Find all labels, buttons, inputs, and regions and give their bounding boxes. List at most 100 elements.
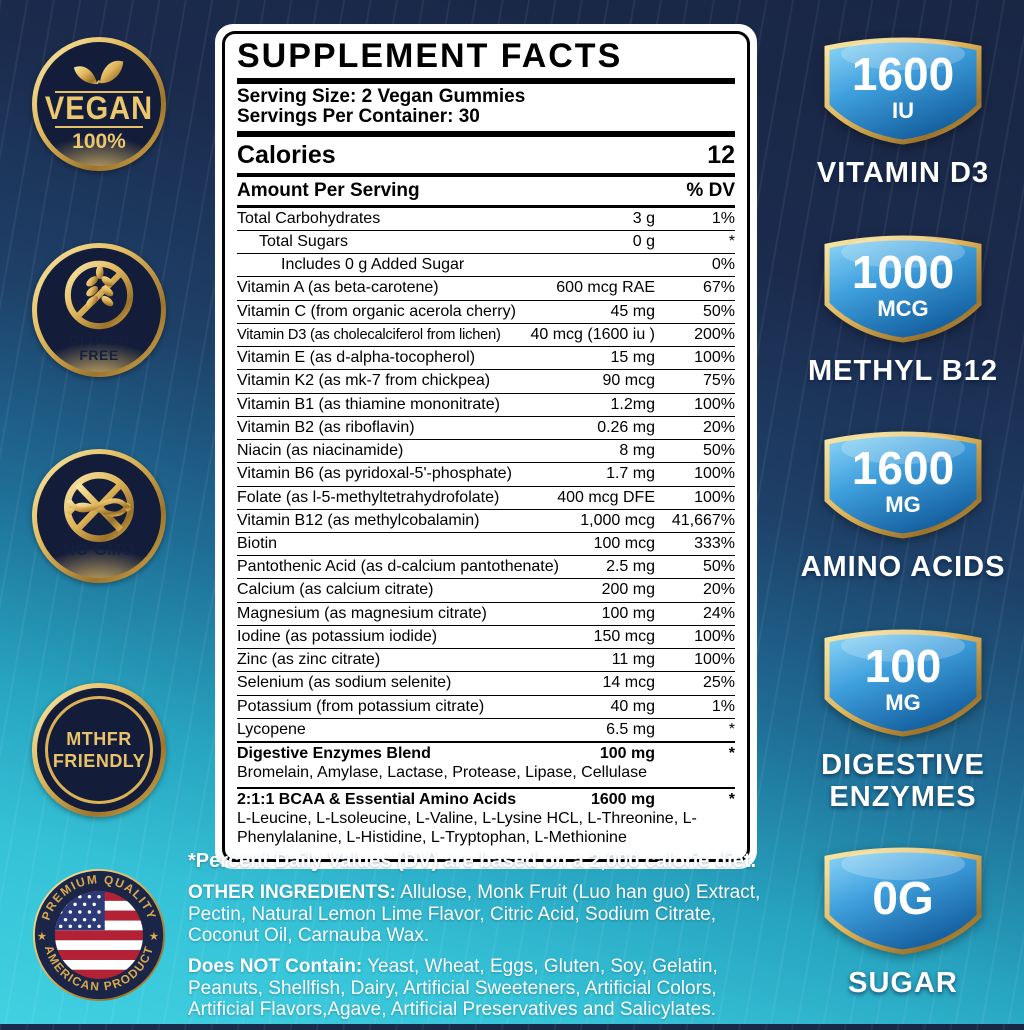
nutrient-name: Selenium (as sodium selenite) [237,674,452,692]
table-row: Selenium (as sodium selenite) 14 mcg 25% [237,672,735,696]
nutrient-amount: 8 mg [619,442,655,460]
table-row: Vitamin K2 (as mk-7 from chickpea) 90 mcg… [237,370,735,394]
nutrient-dv: 100% [694,627,735,645]
nutrient-name: 2:1:1 BCAA & Essential Amino Acids [237,790,517,808]
nutrient-amount: 150 mcg [593,627,655,645]
mthfr-badge-inner: MTHFR FRIENDLY [37,688,161,812]
badge-unit: IU [892,98,914,123]
table-row: Digestive Enzymes Blend 100 mg * Bromelain,… [237,742,735,788]
star-icon: ★ [149,931,159,943]
nutrient-dv: 25% [702,674,735,692]
nutrient-dv: 50% [702,558,735,576]
nutrient-name: Vitamin E (as d-alpha-tocopherol) [237,349,476,367]
shield-icon: 0G [817,838,989,960]
table-row: Magnesium (as magnesium citrate) 100 mg 24… [237,603,735,626]
us-flag-icon: PREMIUM QUALITY AMERICAN PRODUCT ★ ★ [32,868,166,1002]
no-gmo-label: NO GMO [63,541,135,560]
servings-per-container: Servings Per Container: 30 [237,106,480,128]
nutrient-name: Includes 0 g Added Sugar [281,256,465,274]
nutrient-dv: 50% [702,442,735,460]
mthfr-label: MTHFR FRIENDLY [53,728,145,773]
table-row: Vitamin A (as beta-carotene) 600 mcg RAE 6… [237,277,735,301]
nutrient-dv: 1% [711,209,735,227]
nutrient-sublist: L-Leucine, L-Lsoleucine, L-Valine, L-Lys… [237,810,697,846]
nutrient-dv: * [728,745,735,763]
amino-acids-badge: 1600 MG AMINO ACIDS [794,422,1012,583]
table-row: Includes 0 g Added Sugar 0% [237,254,735,278]
table-row: Lycopene 6.5 mg * [237,719,735,743]
footer-text-block: *Percent Daily Values (DV) are based on … [188,850,778,1030]
gluten-free-badge-inner: GLUTEN FREE [37,248,161,372]
divider [55,91,143,94]
divider [237,172,735,177]
badge-unit: MG [885,690,920,715]
dv-header: % DV [686,179,735,201]
shield-icon: 100 MG [817,620,989,742]
shield-icon: 1000 MCG [817,226,989,348]
nutrient-dv: 67% [702,279,735,297]
nutrient-amount: 100 mg [599,745,655,763]
nutrient-amount: 2.5 mg [606,558,655,576]
nutrient-name: Vitamin A (as beta-carotene) [237,279,439,297]
nutrient-amount: 200 mg [601,581,655,599]
nutrient-name: Calcium (as calcium citrate) [237,581,434,599]
nutrient-dv: 24% [702,604,735,622]
table-row: Folate (as l-5-methyltetrahydrofolate) 40… [237,487,735,510]
nutrient-amount: 3 g [632,209,655,227]
nutrient-dv: * [728,790,735,808]
nutrient-amount: 1.2mg [610,395,655,413]
nutrient-name: Vitamin K2 (as mk-7 from chickpea) [237,372,491,390]
nutrient-name: Digestive Enzymes Blend [237,745,431,763]
nutrient-dv: 100% [694,465,735,483]
table-row: Vitamin C (from organic acerola cherry) 4… [237,301,735,324]
nutrient-dv: 100% [694,651,735,669]
badge-value: 1000 [852,246,954,298]
nutrient-amount: 1,000 mcg [580,511,655,529]
vegan-badge: VEGAN 100% [32,37,166,171]
sugar-badge: 0G SUGAR [794,838,1012,999]
table-row: Iodine (as potassium iodide) 150 mcg 100% [237,626,735,650]
nutrient-name: Vitamin B2 (as riboflavin) [237,418,415,436]
table-row: Vitamin B1 (as thiamine mononitrate) 1.2m… [237,394,735,417]
table-row: Vitamin B12 (as methylcobalamin) 1,000 mc… [237,510,735,533]
nutrient-name: Magnesium (as magnesium citrate) [237,604,487,622]
nutrient-amount: 0 g [632,232,655,250]
table-row: Biotin 100 mcg 333% [237,533,735,557]
other-ingredients: OTHER INGREDIENTS: Allulose, Monk Fruit … [188,882,778,947]
table-row: Calcium (as calcium citrate) 200 mg 20% [237,579,735,603]
badge-label: DIGESTIVE ENZYMES [821,749,985,814]
nutrient-amount: 1.7 mg [606,465,655,483]
table-row: Zinc (as zinc citrate) 11 mg 100% [237,649,735,673]
nutrient-name: Total Carbohydrates [237,209,381,227]
nutrient-amount: 40 mcg (1600 iu ) [530,325,655,343]
nutrient-amount: 15 mg [610,349,655,367]
nutrient-dv: 41,667% [671,511,735,529]
vegan-badge-inner: VEGAN 100% [37,42,161,166]
nutrient-amount: 14 mcg [602,674,655,692]
mthfr-line2: FRIENDLY [52,751,146,771]
nutrient-name: Vitamin B12 (as methylcobalamin) [237,511,480,529]
nutrient-amount: 100 mcg [593,535,655,552]
nutrient-dv: 0% [711,256,735,274]
gluten-free-label: GLUTEN FREE [69,333,130,362]
vitamin-d3-badge: 1600 IU VITAMIN D3 [794,28,1012,189]
badge-label: METHYL B12 [808,355,998,387]
divider [55,126,143,129]
nutrient-name: Vitamin B1 (as thiamine mononitrate) [237,395,500,413]
nutrient-amount: 11 mg [611,651,655,669]
digestive-enzymes-badge: 100 MG DIGESTIVE ENZYMES [794,620,1012,814]
no-gmo-badge-inner: NO GMO [37,454,161,578]
badge-label: VITAMIN D3 [816,157,990,189]
table-row: Vitamin E (as d-alpha-tocopherol) 15 mg 10… [237,347,735,371]
does-not-contain: Does NOT Contain: Yeast, Wheat, Eggs, Gl… [188,956,778,1021]
nutrient-name: Lycopene [237,720,306,738]
calories-label: Calories [237,140,336,169]
other-ingredients-text: Allulose, Monk Fruit (Luo han guo) Extra… [188,882,761,947]
no-gmo-badge: NO GMO [32,449,166,583]
nutrient-name: Vitamin C (from organic acerola cherry) [237,302,516,320]
nutrient-amount: 90 mcg [602,372,655,390]
table-row: Vitamin D3 (as cholecalciferol from lich… [237,324,735,348]
nutrient-name: Iodine (as potassium iodide) [237,627,438,645]
nutrient-name: Vitamin B6 (as pyridoxal-5'-phosphate) [237,465,512,483]
calories-row: Calories 12 [237,140,735,171]
